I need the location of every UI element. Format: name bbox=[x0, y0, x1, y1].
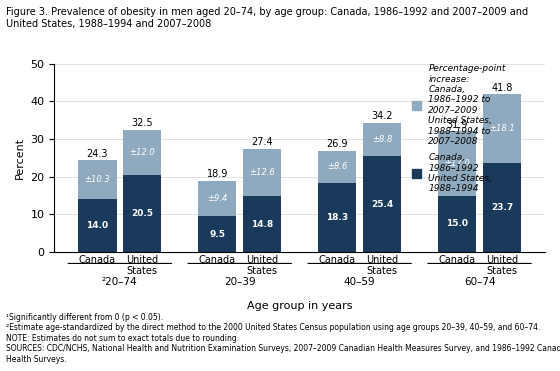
Text: ±12.6: ±12.6 bbox=[249, 168, 275, 177]
Text: 25.4: 25.4 bbox=[371, 200, 393, 209]
Text: ±8.6: ±8.6 bbox=[327, 162, 348, 171]
Bar bbox=[123, 175, 161, 252]
Text: 41.8: 41.8 bbox=[491, 83, 512, 92]
Text: 26.9: 26.9 bbox=[326, 139, 348, 149]
Text: ±18.1: ±18.1 bbox=[489, 124, 515, 133]
Bar bbox=[363, 156, 401, 252]
Bar bbox=[198, 181, 236, 216]
Bar bbox=[198, 216, 236, 252]
Bar bbox=[483, 163, 521, 252]
Text: ±17.0: ±17.0 bbox=[445, 159, 470, 168]
Text: 20–39: 20–39 bbox=[224, 277, 255, 287]
Bar bbox=[243, 149, 281, 196]
Text: 18.3: 18.3 bbox=[326, 213, 348, 222]
Legend: Percentage-point
increase:
Canada,
1986–1992 to
2007–2009
United States,
1988–19: Percentage-point increase: Canada, 1986–… bbox=[412, 64, 506, 194]
Text: ±10.3: ±10.3 bbox=[85, 175, 110, 184]
Text: 18.9: 18.9 bbox=[207, 169, 228, 179]
Bar bbox=[438, 196, 477, 252]
Text: 14.8: 14.8 bbox=[251, 220, 273, 229]
Text: Figure 3. Prevalence of obesity in men aged 20–74, by age group: Canada, 1986–19: Figure 3. Prevalence of obesity in men a… bbox=[6, 7, 528, 29]
Text: 40–59: 40–59 bbox=[344, 277, 375, 287]
Text: 24.3: 24.3 bbox=[87, 148, 108, 158]
Text: 23.7: 23.7 bbox=[491, 203, 513, 212]
Text: ¹Significantly different from 0 (p < 0.05).
²Estimate age-standardized by the di: ¹Significantly different from 0 (p < 0.0… bbox=[6, 313, 560, 364]
Text: 15.0: 15.0 bbox=[446, 219, 468, 228]
Text: 9.5: 9.5 bbox=[209, 230, 225, 239]
Text: 27.4: 27.4 bbox=[251, 137, 273, 147]
Text: ±9.4: ±9.4 bbox=[207, 194, 227, 203]
Text: 34.2: 34.2 bbox=[371, 111, 393, 121]
X-axis label: Age group in years: Age group in years bbox=[247, 302, 352, 312]
Bar bbox=[123, 129, 161, 175]
Bar bbox=[318, 151, 356, 183]
Text: ²20–74: ²20–74 bbox=[102, 277, 138, 287]
Text: 32.5: 32.5 bbox=[132, 118, 153, 128]
Bar bbox=[78, 199, 116, 252]
Y-axis label: Percent: Percent bbox=[15, 137, 25, 179]
Text: 14.0: 14.0 bbox=[86, 221, 109, 230]
Text: 20.5: 20.5 bbox=[131, 209, 153, 218]
Bar bbox=[318, 183, 356, 252]
Text: 60–74: 60–74 bbox=[464, 277, 496, 287]
Bar bbox=[438, 131, 477, 196]
Text: 31.9: 31.9 bbox=[446, 120, 468, 130]
Text: ±12.0: ±12.0 bbox=[129, 148, 155, 157]
Bar bbox=[78, 160, 116, 199]
Bar bbox=[363, 123, 401, 156]
Bar bbox=[243, 196, 281, 252]
Bar bbox=[483, 95, 521, 163]
Text: ±8.8: ±8.8 bbox=[372, 135, 392, 144]
